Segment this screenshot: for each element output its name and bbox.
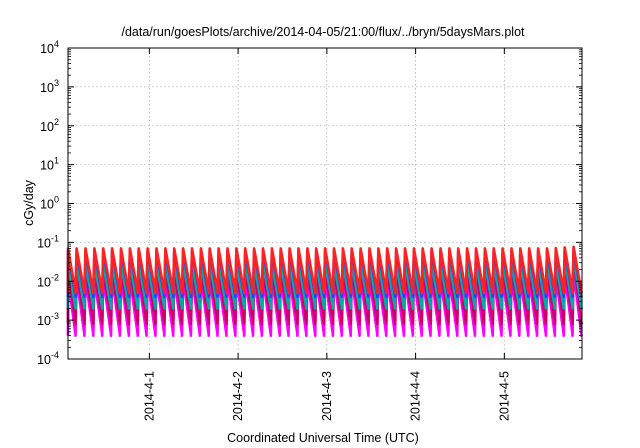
y-tick-label: 103 xyxy=(40,78,59,95)
x-tick-label: 2014-4-5 xyxy=(497,371,511,421)
x-axis: 2014-4-1 2014-4-2 2014-4-3 2014-4-4 2014-4-5 xyxy=(142,48,511,421)
x-tick-label: 2014-4-3 xyxy=(320,371,334,421)
y-tick-label: 10-2 xyxy=(37,272,59,289)
y-tick-label: 10-3 xyxy=(37,311,59,328)
series-group xyxy=(66,245,584,337)
x-tick-label: 2014-4-1 xyxy=(142,371,156,421)
y-tick-label: 101 xyxy=(40,156,59,173)
y-tick-label: 102 xyxy=(40,117,59,134)
y-tick-label: 100 xyxy=(40,195,59,212)
x-tick-label: 2014-4-4 xyxy=(409,371,423,421)
x-axis-label: Coordinated Universal Time (UTC) xyxy=(227,431,419,445)
y-tick-label: 104 xyxy=(40,39,59,56)
series-line-5 xyxy=(66,245,584,295)
y-axis-label: cGy/day xyxy=(22,179,36,226)
x-tick-label: 2014-4-2 xyxy=(231,371,245,421)
y-tick-label: 10-4 xyxy=(37,350,59,367)
chart-title: /data/run/goesPlots/archive/2014-04-05/2… xyxy=(121,25,525,39)
y-tick-label: 10-1 xyxy=(37,233,59,250)
